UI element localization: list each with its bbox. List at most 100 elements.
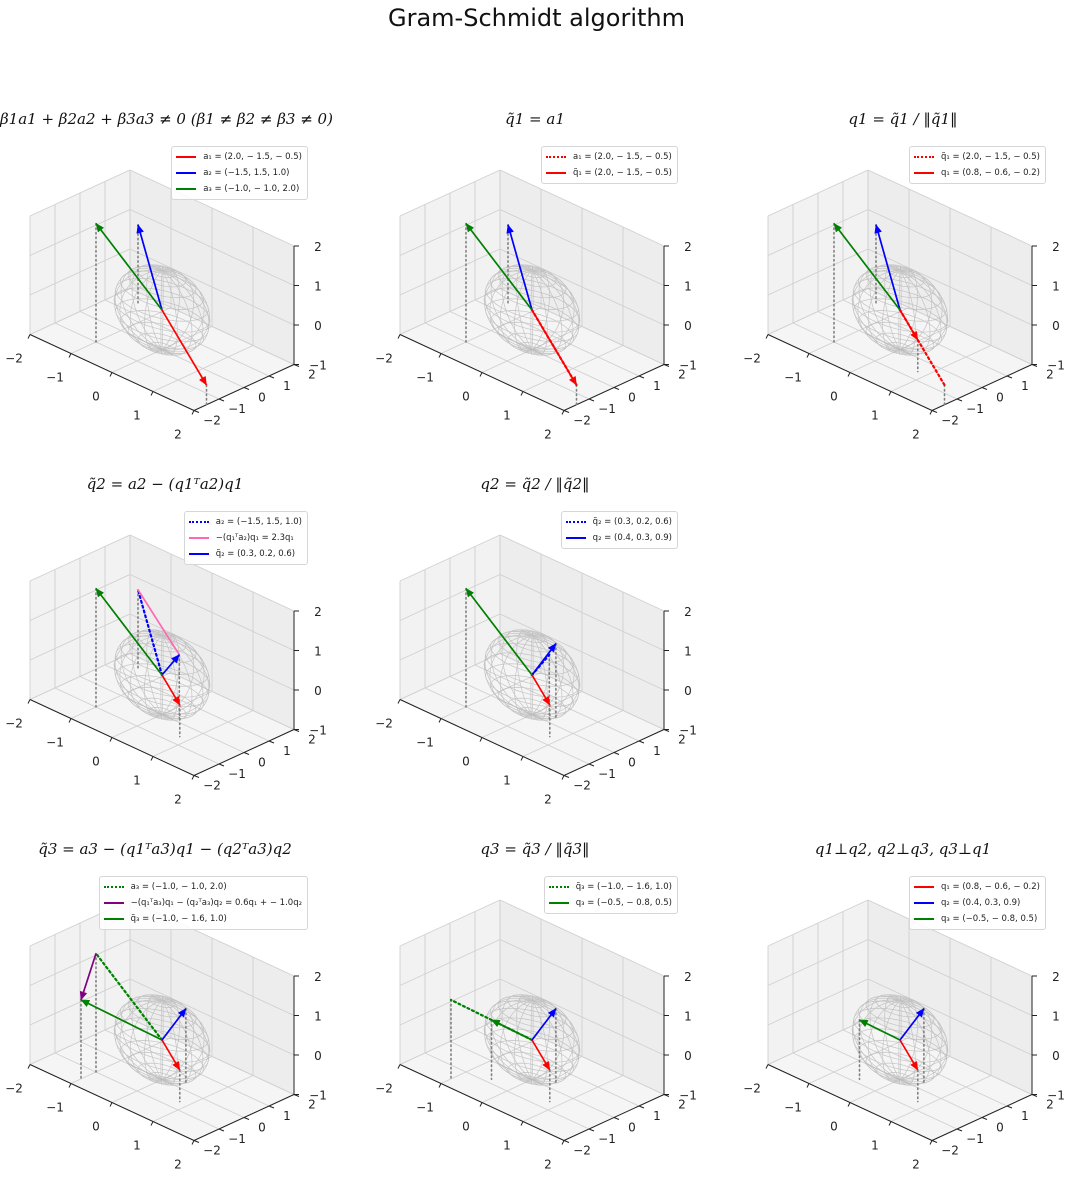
sphere-longitude [531,995,534,1080]
sphere-longitude [146,994,163,1080]
z-tick-label: 2 [314,970,322,984]
x-tick [520,1121,524,1126]
legend-label: a₃ = (−1.0, − 1.0, 2.0) [203,184,300,194]
legend-entry: q̃₁ = (2.0, − 1.5, − 0.5) [914,149,1040,165]
gridline-z [129,613,295,691]
subplot-title: β1a1 + β2a2 + β3a3 ≠ 0 (β1 ≠ β2 ≠ β3 ≠ 0… [0,110,333,128]
sphere-longitude [531,270,548,356]
y-tick [1006,1105,1013,1109]
arrowhead [95,588,105,598]
legend-label: q̃₂ = (0.3, 0.2, 0.6) [215,549,296,559]
x-tick [27,1064,31,1069]
gridline-z [867,209,1033,286]
sphere-longitude [484,997,533,1080]
x-tick [397,334,401,339]
legend-label: q₂ = (0.4, 0.3, 0.9) [592,533,672,543]
y-tick-label: 0 [628,756,636,770]
y-tick-label: −2 [573,414,591,428]
z-tick-label: 2 [684,605,692,619]
x-tick-label: −2 [5,717,23,731]
gridline-z [129,248,295,326]
arrowhead [79,990,88,1001]
gridline-y [792,322,958,400]
gridline-y [424,1052,590,1130]
x-tick-label: −1 [46,371,64,385]
y-tick-label: 0 [258,756,266,770]
x-tick-label: 2 [174,428,182,442]
sphere-longitude [161,270,210,351]
gridline-z [499,574,665,651]
x-tick [806,353,810,358]
legend-swatch [546,156,567,158]
legend-label: a₁ = (2.0, − 1.5, − 0.5) [203,152,302,162]
arrowhead [465,588,475,598]
sphere-longitude [129,1000,163,1081]
x-tick-label: −2 [375,1082,393,1096]
legend-swatch [176,156,197,158]
sphere-longitude [531,997,550,1080]
gridline-z [29,288,131,335]
sphere-longitude [114,267,163,350]
gridline-z [399,653,501,700]
x-tick-label: −2 [5,352,23,366]
y-tick [1006,375,1013,379]
arrowhead [95,223,105,233]
sphere-longitude [516,994,533,1080]
gridline-z [29,613,131,661]
y-tick-label: 1 [283,744,291,758]
y-tick-label: −2 [203,414,221,428]
subplot-title: q1 = q̃1 / ‖q̃1‖ [848,110,958,128]
y-tick-label: −2 [203,1144,221,1158]
y-tick [243,387,250,390]
y-tick [638,375,645,379]
sphere-longitude [882,1000,901,1083]
arrowhead [910,1060,919,1071]
sphere-longitude [852,999,901,1080]
subplot-title: q1⊥q2, q2⊥q3, q3⊥q1 [814,840,992,858]
arrowhead [80,999,91,1008]
z-tick-label: 2 [684,970,692,984]
y-tick-label: −2 [573,1144,591,1158]
gridline-z [499,288,665,365]
y-tick-label: −2 [941,414,959,428]
gridline-z [767,169,869,217]
gridline-z [499,978,665,1056]
y-tick [268,375,275,379]
gridline-z [767,209,869,256]
x-tick [479,737,483,742]
arrowhead [833,223,843,233]
gridline-z [129,653,295,730]
x-tick [397,1064,401,1069]
y-tick-label: 1 [283,1109,291,1123]
gridline-z [499,899,665,977]
legend-label: q₃ = (−0.5, − 0.8, 0.5) [941,914,1038,924]
z-tick-label: 2 [684,240,692,254]
x-tick [68,353,72,358]
gridline-z [399,288,501,335]
legend: q̃₁ = (2.0, − 1.5, − 0.5) q₁ = (0.8, − 0.… [909,146,1046,184]
sphere-longitude [531,999,565,1080]
gridline-z [499,939,665,1016]
gridline-z [129,169,295,247]
gridline-z [867,288,1033,365]
y-tick [563,775,570,778]
y-tick [956,398,963,402]
gridline-z [399,209,501,256]
y-tick [218,398,225,402]
unit-sphere-wireframe [113,264,211,356]
x-tick [191,1140,195,1145]
legend-swatch [914,886,935,888]
z-tick-label: 0 [684,684,692,698]
y-tick [638,1105,645,1109]
legend-swatch [914,918,935,920]
sphere-longitude [867,270,901,351]
y-tick-label: 2 [1046,368,1054,382]
subplot-title: q̃2 = a2 − (q1ᵀa2)q1 [86,475,244,493]
y-tick-label: 0 [628,391,636,405]
legend-swatch [188,521,209,523]
legend-label: q̃₃ = (−1.0, − 1.6, 1.0) [575,882,672,892]
y-tick-label: 0 [258,391,266,405]
legend-entry: q₃ = (−0.5, − 0.8, 0.5) [914,911,1040,927]
